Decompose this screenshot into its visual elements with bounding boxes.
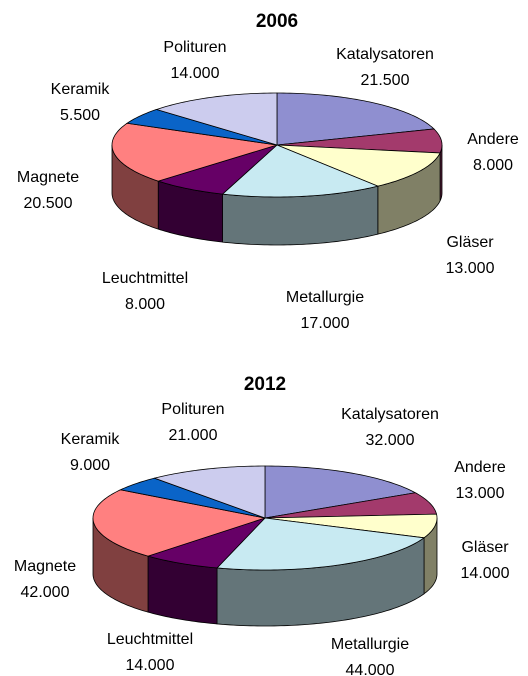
slice-value: 14.000 bbox=[126, 657, 175, 674]
slice-value: 13.000 bbox=[446, 260, 495, 277]
slice bbox=[216, 517, 426, 571]
slice-value: 44.000 bbox=[346, 662, 395, 676]
slice bbox=[92, 489, 267, 557]
slice bbox=[276, 144, 441, 187]
slice-value: 17.000 bbox=[301, 315, 350, 332]
slice bbox=[126, 109, 278, 146]
slice-label: Gläser bbox=[461, 539, 509, 556]
slice bbox=[119, 477, 266, 519]
slice-label: Keramik bbox=[61, 431, 121, 448]
slice-value: 8.000 bbox=[125, 296, 165, 313]
chart-title: 2006 bbox=[256, 11, 298, 32]
slice-value: 13.000 bbox=[456, 485, 505, 502]
slice-label: Leuchtmittel bbox=[102, 270, 188, 287]
slice-label: Andere bbox=[454, 459, 506, 476]
slice bbox=[153, 465, 266, 519]
slice bbox=[111, 122, 278, 182]
slice bbox=[276, 92, 435, 146]
slice bbox=[264, 465, 417, 519]
slice-label: Metallurgie bbox=[286, 289, 364, 306]
slice bbox=[221, 144, 380, 198]
slice-value: 32.000 bbox=[366, 432, 415, 449]
slice-value: 20.500 bbox=[24, 195, 73, 212]
slice bbox=[264, 513, 438, 539]
slice-value: 14.000 bbox=[171, 65, 220, 82]
slice-label: Keramik bbox=[51, 81, 111, 98]
slice-value: 14.000 bbox=[461, 565, 510, 582]
slice-label: Leuchtmittel bbox=[107, 631, 193, 648]
slice-value: 5.500 bbox=[60, 107, 100, 124]
slice bbox=[155, 92, 278, 146]
slice-label: Andere bbox=[467, 131, 519, 148]
slice-label: Gläser bbox=[446, 234, 494, 251]
chart-title: 2012 bbox=[244, 374, 286, 395]
slice-label: Katalysatoren bbox=[341, 406, 439, 423]
slice-value: 42.000 bbox=[21, 584, 70, 601]
slice bbox=[264, 492, 438, 519]
slice-label: Katalysatoren bbox=[336, 46, 434, 63]
slice-label: Magnete bbox=[14, 558, 76, 575]
slice-label: Polituren bbox=[163, 39, 226, 56]
slice-label: Polituren bbox=[161, 401, 224, 418]
slice bbox=[156, 144, 278, 195]
slice-label: Magnete bbox=[17, 169, 79, 186]
slice-value: 9.000 bbox=[70, 457, 110, 474]
slice bbox=[146, 517, 266, 569]
slice-label: Metallurgie bbox=[331, 636, 409, 653]
slice-value: 8.000 bbox=[473, 157, 513, 174]
slice-value: 21.500 bbox=[361, 72, 410, 89]
slice-value: 21.000 bbox=[169, 427, 218, 444]
